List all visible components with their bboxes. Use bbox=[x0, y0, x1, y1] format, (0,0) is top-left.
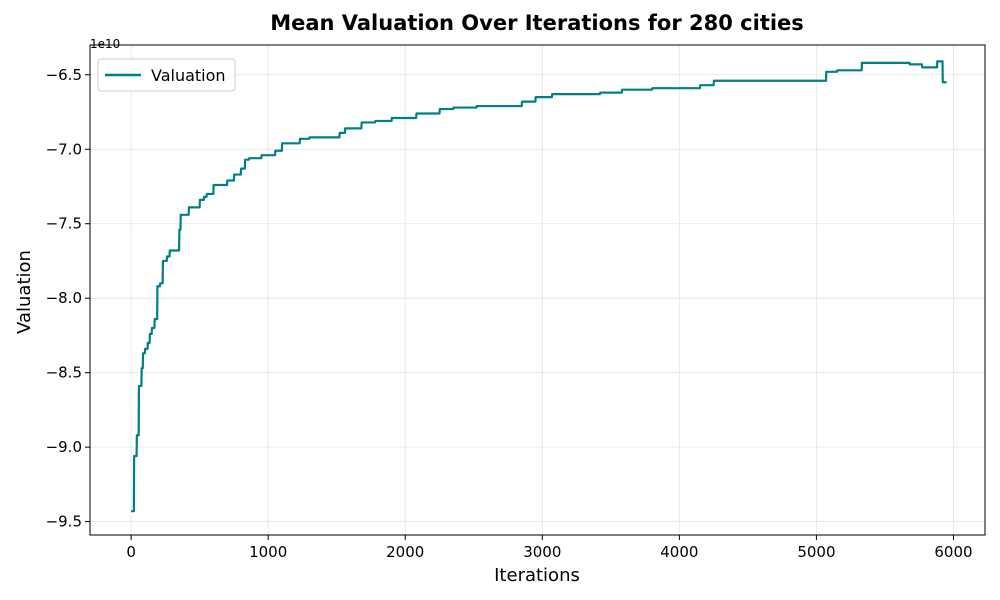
series-line-valuation bbox=[131, 60, 947, 513]
y-tick-label: −7.5 bbox=[46, 215, 82, 233]
y-tick-label: −6.5 bbox=[46, 66, 82, 84]
x-tick-label: 6000 bbox=[934, 543, 972, 561]
y-tick-label: −9.0 bbox=[46, 438, 82, 456]
y-tick-label: −7.0 bbox=[46, 140, 82, 158]
x-tick-label: 1000 bbox=[249, 543, 287, 561]
y-axis-label: Valuation bbox=[14, 250, 35, 334]
y-tick-label: −8.0 bbox=[46, 289, 82, 307]
legend: Valuation bbox=[97, 58, 236, 92]
x-axis-ticks: 0 1000 2000 3000 4000 5000 6000 bbox=[126, 535, 973, 561]
chart-title: Mean Valuation Over Iterations for 280 c… bbox=[270, 11, 804, 35]
x-tick-label: 3000 bbox=[523, 543, 561, 561]
x-tick-label: 5000 bbox=[797, 543, 835, 561]
x-tick-label: 2000 bbox=[386, 543, 424, 561]
plot-frame bbox=[89, 44, 986, 536]
x-axis-label: Iterations bbox=[494, 565, 580, 586]
x-tick-label: 0 bbox=[126, 543, 136, 561]
legend-box bbox=[97, 58, 236, 92]
legend-label-valuation: Valuation bbox=[151, 66, 226, 85]
y-tick-label: −8.5 bbox=[46, 364, 82, 382]
grid-layer bbox=[90, 45, 985, 535]
y-tick-label: −9.5 bbox=[46, 513, 82, 531]
x-tick-label: 4000 bbox=[660, 543, 698, 561]
y-axis-ticks: −9.5 −9.0 −8.5 −8.0 −7.5 −7.0 −6.5 bbox=[46, 66, 90, 531]
series-layer bbox=[131, 60, 947, 513]
y-axis-offset-label: 1e10 bbox=[90, 37, 120, 51]
